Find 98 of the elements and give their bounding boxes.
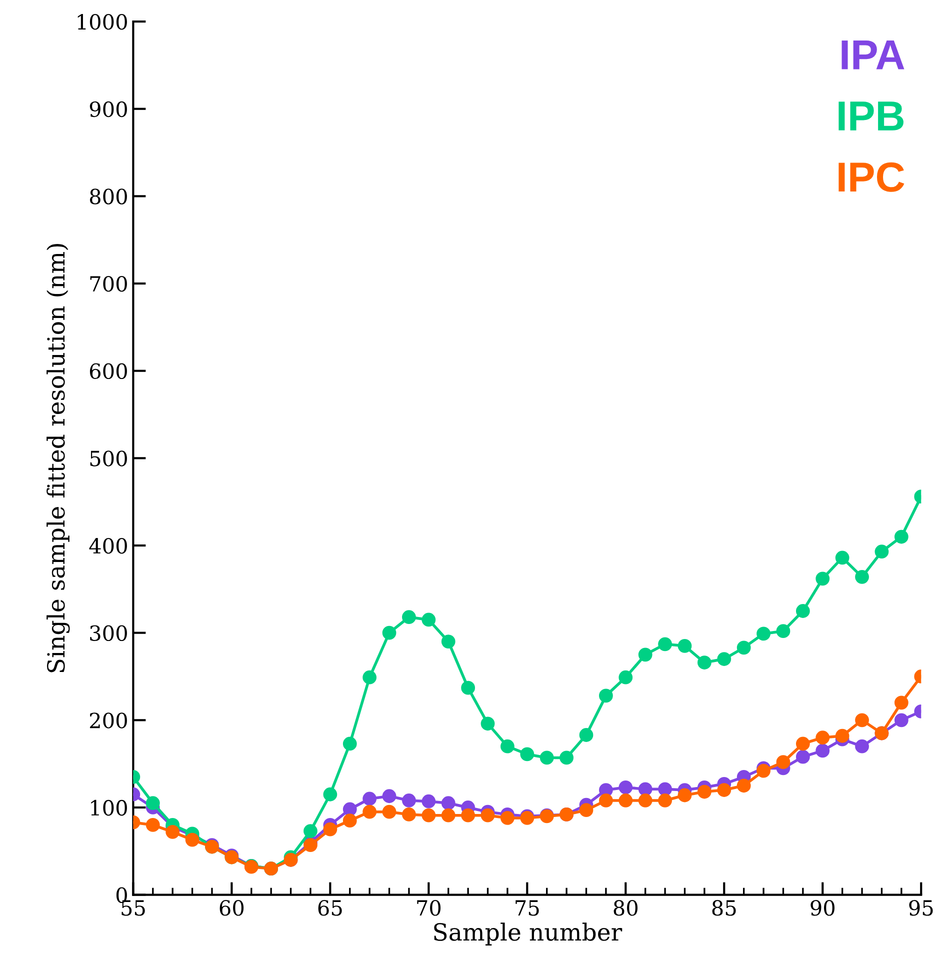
point bbox=[697, 656, 712, 670]
point bbox=[185, 832, 200, 847]
point bbox=[816, 572, 830, 586]
point bbox=[441, 634, 456, 649]
point bbox=[402, 794, 416, 808]
x-tick-label: 75 bbox=[516, 900, 539, 916]
point bbox=[776, 624, 790, 638]
point bbox=[776, 755, 790, 770]
point bbox=[166, 824, 180, 839]
point bbox=[480, 808, 495, 822]
point bbox=[796, 750, 810, 764]
point bbox=[756, 626, 770, 641]
point bbox=[855, 713, 869, 728]
text: IPA bbox=[842, 40, 904, 70]
point bbox=[362, 804, 377, 819]
x-tick-label: 70 bbox=[417, 900, 441, 916]
point bbox=[638, 794, 652, 808]
point bbox=[422, 612, 436, 627]
point bbox=[579, 728, 594, 742]
point bbox=[717, 652, 732, 666]
point bbox=[342, 802, 357, 816]
point bbox=[717, 783, 732, 797]
y-tick-label: 500 bbox=[90, 450, 127, 466]
point bbox=[500, 739, 514, 754]
y-tick-label: 300 bbox=[90, 625, 127, 642]
point bbox=[599, 688, 613, 703]
point bbox=[756, 764, 770, 778]
point bbox=[540, 750, 554, 765]
point bbox=[520, 747, 534, 762]
point bbox=[599, 794, 613, 808]
x-tick-label: 85 bbox=[712, 900, 736, 916]
point bbox=[560, 750, 574, 765]
point bbox=[894, 713, 908, 728]
y-axis-title: Single sample fitted resolution (nm) bbox=[46, 244, 70, 672]
point bbox=[146, 796, 160, 810]
point bbox=[678, 788, 692, 802]
point bbox=[362, 792, 377, 806]
point bbox=[422, 808, 436, 822]
point bbox=[658, 782, 672, 796]
point bbox=[304, 824, 318, 838]
y-tick-label: 600 bbox=[90, 363, 127, 380]
point bbox=[323, 822, 338, 836]
point bbox=[736, 778, 751, 793]
point bbox=[618, 670, 633, 684]
point bbox=[855, 739, 869, 754]
point bbox=[835, 550, 850, 565]
point bbox=[382, 804, 396, 819]
x-tick-label: 65 bbox=[318, 900, 342, 916]
point bbox=[658, 794, 672, 808]
point bbox=[697, 784, 712, 799]
y-tick-label: 800 bbox=[90, 188, 127, 204]
point bbox=[342, 814, 357, 828]
point bbox=[461, 680, 476, 695]
point bbox=[736, 640, 751, 655]
point bbox=[382, 626, 396, 640]
point bbox=[855, 570, 869, 584]
point bbox=[816, 744, 830, 758]
point bbox=[874, 544, 889, 559]
point bbox=[618, 794, 633, 808]
point bbox=[638, 782, 652, 796]
x-tick-label: 95 bbox=[909, 900, 933, 916]
y-tick-label: 1000 bbox=[78, 14, 127, 30]
point bbox=[618, 780, 633, 794]
point bbox=[323, 787, 338, 802]
point bbox=[441, 808, 456, 822]
point bbox=[402, 808, 416, 822]
point bbox=[402, 610, 416, 624]
point bbox=[382, 789, 396, 804]
text: IPB bbox=[838, 102, 904, 130]
point bbox=[441, 796, 456, 810]
text: IPC bbox=[838, 162, 904, 192]
point bbox=[894, 696, 908, 710]
y-tick-label: 200 bbox=[90, 712, 127, 728]
y-tick-label: 900 bbox=[90, 101, 127, 118]
x-axis-title: Sample number bbox=[434, 922, 622, 946]
point bbox=[796, 604, 810, 618]
point bbox=[362, 670, 377, 684]
point bbox=[678, 638, 692, 653]
point bbox=[500, 811, 514, 825]
point bbox=[342, 736, 357, 751]
point bbox=[816, 730, 830, 745]
point bbox=[835, 728, 850, 743]
point bbox=[304, 838, 318, 852]
x-tick-label: 80 bbox=[614, 900, 638, 916]
y-tick-label: 100 bbox=[91, 800, 127, 816]
point bbox=[638, 648, 652, 662]
point bbox=[146, 818, 160, 832]
x-tick-label: 60 bbox=[220, 900, 244, 916]
y-tick-label: 400 bbox=[89, 538, 127, 554]
x-tick-label: 90 bbox=[810, 900, 834, 916]
y-tick-label: 700 bbox=[90, 276, 127, 292]
point bbox=[480, 716, 495, 731]
point bbox=[796, 736, 810, 751]
point bbox=[579, 803, 594, 818]
point bbox=[658, 637, 672, 652]
point bbox=[422, 794, 436, 808]
point bbox=[894, 530, 908, 544]
point bbox=[461, 808, 476, 822]
